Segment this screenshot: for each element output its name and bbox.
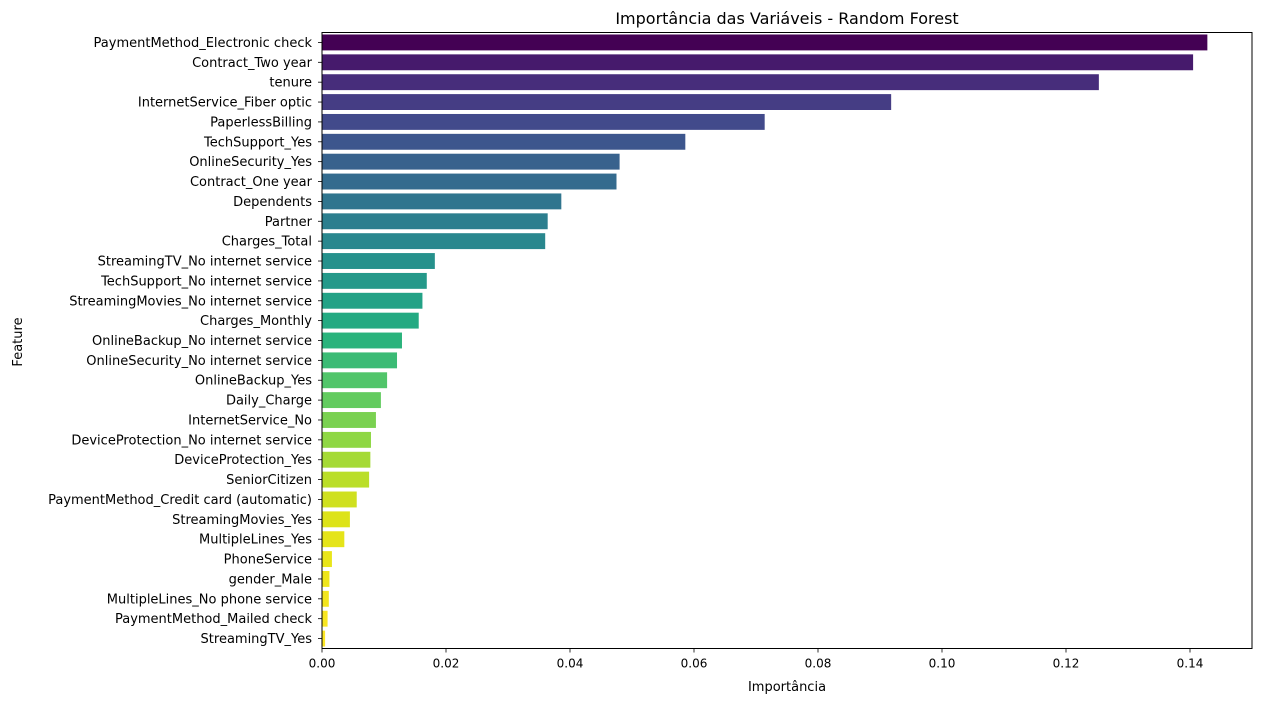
y-tick-label: TechSupport_No internet service <box>100 274 312 289</box>
y-tick-label: Charges_Monthly <box>200 314 312 329</box>
y-tick-label: MultipleLines_Yes <box>199 533 312 548</box>
x-tick-label: 0.08 <box>805 657 832 671</box>
bar <box>322 352 398 369</box>
bar <box>322 511 350 528</box>
y-tick-label: PhoneService <box>224 553 312 568</box>
y-tick-layer: PaymentMethod_Electronic check Contract_T… <box>48 36 322 647</box>
x-tick-label: 0.00 <box>309 657 336 671</box>
y-tick-label: Daily_Charge <box>226 394 312 409</box>
y-axis-label: Feature <box>11 317 26 366</box>
y-tick-label: PaymentMethod_Mailed check <box>115 612 312 627</box>
bar <box>322 551 332 568</box>
y-tick-label: OnlineSecurity_Yes <box>189 155 312 170</box>
bar <box>322 412 376 428</box>
y-tick-label: tenure <box>269 76 312 91</box>
bar <box>322 471 370 488</box>
y-tick-label: MultipleLines_No phone service <box>107 592 312 607</box>
bar <box>322 272 427 289</box>
x-tick-layer: 0.00 0.02 0.04 0.06 0.08 0.10 0.12 0.14 <box>309 648 1204 671</box>
y-tick-label: DeviceProtection_No internet service <box>71 433 312 448</box>
y-tick-label: OnlineBackup_No internet service <box>92 334 312 349</box>
chart-title: Importância das Variáveis - Random Fores… <box>615 9 958 28</box>
x-tick-label: 0.12 <box>1053 657 1080 671</box>
bar <box>322 34 1208 51</box>
bar <box>322 193 562 210</box>
bars-layer <box>322 34 1208 647</box>
y-tick-label: PaymentMethod_Electronic check <box>94 36 313 51</box>
x-tick-label: 0.10 <box>929 657 956 671</box>
x-tick-label: 0.14 <box>1177 657 1204 671</box>
x-axis-label: Importância <box>748 680 826 695</box>
y-tick-label: Partner <box>265 215 313 230</box>
y-tick-label: PaperlessBilling <box>210 115 312 130</box>
bar <box>322 372 388 389</box>
bar <box>322 571 330 587</box>
bar <box>322 590 329 607</box>
bar <box>322 233 546 250</box>
bar <box>322 74 1099 91</box>
y-tick-label: Contract_Two year <box>192 56 313 71</box>
bar <box>322 312 419 329</box>
y-tick-label: Dependents <box>233 195 312 210</box>
y-tick-label: TechSupport_Yes <box>203 135 312 150</box>
bar <box>322 173 617 190</box>
bar <box>322 630 326 647</box>
y-tick-label: StreamingMovies_No internet service <box>69 294 312 309</box>
x-tick-label: 0.02 <box>433 657 460 671</box>
bar <box>322 133 686 150</box>
y-tick-label: Contract_One year <box>190 175 313 190</box>
bar <box>322 54 1194 71</box>
y-tick-label: Charges_Total <box>222 235 312 250</box>
bar <box>322 153 620 170</box>
y-tick-label: StreamingTV_Yes <box>201 632 313 647</box>
y-tick-label: OnlineSecurity_No internet service <box>86 354 312 369</box>
x-tick-label: 0.06 <box>681 657 708 671</box>
y-tick-label: SeniorCitizen <box>226 473 312 488</box>
bar <box>322 213 548 230</box>
bar <box>322 531 345 548</box>
bar <box>322 94 892 110</box>
bar <box>322 113 765 130</box>
y-tick-label: StreamingMovies_Yes <box>172 513 312 528</box>
y-tick-label: OnlineBackup_Yes <box>195 374 312 389</box>
bar <box>322 491 357 508</box>
y-tick-label: PaymentMethod_Credit card (automatic) <box>48 493 312 508</box>
bar <box>322 292 423 309</box>
bar <box>322 332 402 349</box>
bar <box>322 610 328 627</box>
x-tick-label: 0.04 <box>557 657 584 671</box>
y-tick-label: StreamingTV_No internet service <box>98 255 312 270</box>
bar <box>322 253 435 269</box>
plot-frame <box>321 32 1253 649</box>
bar <box>322 431 371 448</box>
y-tick-label: gender_Male <box>229 572 312 587</box>
bar <box>322 451 371 468</box>
y-tick-label: InternetService_No <box>188 413 312 428</box>
y-tick-label: InternetService_Fiber optic <box>138 96 312 111</box>
y-tick-label: DeviceProtection_Yes <box>174 453 312 468</box>
bar <box>322 392 381 409</box>
